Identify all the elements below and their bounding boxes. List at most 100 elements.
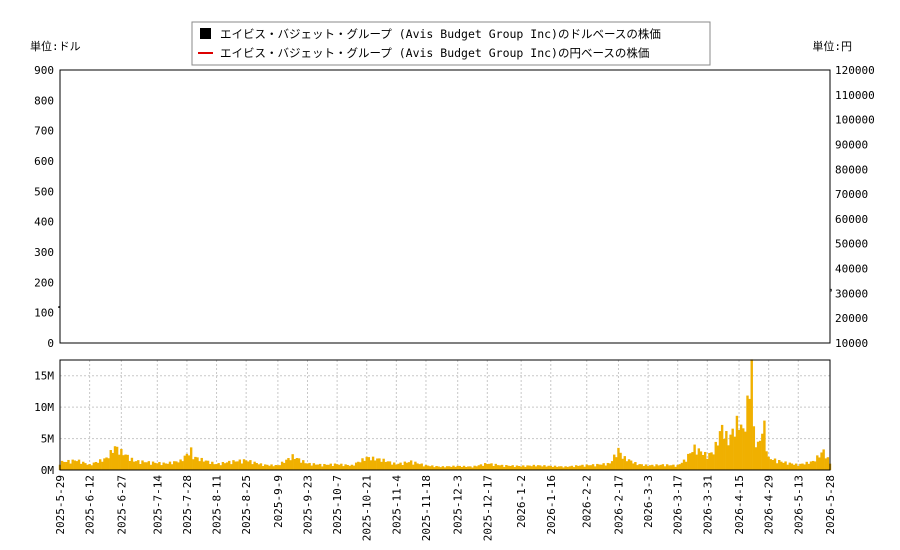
volume-bar — [676, 464, 679, 470]
volume-bar — [179, 459, 182, 470]
volume-bar — [139, 463, 142, 470]
volume-bar — [67, 459, 70, 470]
volume-bar — [166, 463, 170, 470]
volume-bar — [644, 464, 648, 470]
volume-bar — [175, 461, 178, 470]
volume-bar — [295, 458, 299, 470]
volume-bar — [803, 464, 806, 470]
volume-bar — [771, 460, 775, 470]
volume-bar — [733, 436, 737, 470]
x-tick-label: 2026-5-13 — [792, 475, 805, 535]
x-tick-label: 2026-1-2 — [515, 475, 528, 528]
volume-bar — [532, 464, 536, 470]
volume-bar — [293, 458, 297, 470]
volume-bar — [437, 466, 440, 470]
left-tick-label: 0 — [47, 337, 54, 350]
volume-bar — [562, 467, 565, 470]
right-tick-label: 80000 — [835, 163, 868, 176]
right-tick-label: 60000 — [835, 213, 868, 226]
volume-bar — [687, 453, 690, 470]
volume-bar — [65, 461, 68, 470]
volume-bar — [289, 460, 292, 470]
volume-bar — [109, 450, 112, 470]
volume-bar — [122, 455, 125, 470]
volume-bar — [473, 465, 476, 470]
volume-bar — [703, 451, 707, 470]
volume-bar — [340, 463, 343, 470]
volume-bar — [824, 458, 827, 470]
x-tick-label: 2025-10-7 — [331, 475, 344, 535]
volume-bar — [547, 465, 550, 470]
volume-bar — [503, 466, 506, 470]
x-tick-label: 2026-5-28 — [824, 475, 837, 535]
volume-bar — [208, 464, 212, 470]
volume-bar — [659, 464, 662, 470]
volume-bar — [744, 431, 747, 470]
volume-bar — [321, 466, 324, 470]
volume-bar — [335, 464, 339, 470]
volume-bar — [511, 465, 514, 470]
volume-bar — [811, 460, 815, 470]
volume-bar — [412, 464, 415, 470]
volume-bar — [204, 460, 208, 470]
volume-bar — [443, 467, 447, 470]
volume-bar — [249, 460, 252, 470]
volume-bar — [524, 466, 527, 470]
volume-bar — [329, 463, 332, 470]
left-tick-label: 400 — [34, 216, 54, 229]
volume-bar — [665, 464, 669, 470]
volume-bar — [784, 461, 787, 470]
volume-bar — [464, 466, 468, 470]
volume-bar — [274, 464, 277, 470]
volume-bar — [564, 466, 567, 470]
volume-bar — [299, 462, 303, 470]
volume-bar — [799, 463, 802, 470]
volume-bar — [173, 461, 176, 470]
x-tick-label: 2025-6-12 — [84, 475, 97, 535]
volume-bar — [350, 464, 354, 470]
volume-bar — [266, 464, 269, 470]
volume-bar — [445, 466, 449, 470]
volume-bar — [306, 463, 309, 470]
volume-bar — [587, 465, 591, 470]
volume-bar — [769, 459, 772, 470]
volume-bar — [500, 464, 504, 470]
volume-bar — [786, 464, 789, 470]
x-tick-label: 2026-3-31 — [701, 475, 714, 535]
volume-bar — [357, 461, 360, 470]
volume-bar — [729, 434, 732, 470]
volume-bar — [373, 460, 377, 470]
right-axis-unit: 単位:円 — [812, 39, 852, 53]
volume-bar — [149, 464, 153, 470]
volume-bar — [710, 452, 713, 470]
x-tick-label: 2025-7-14 — [151, 475, 164, 535]
right-tick-label: 30000 — [835, 287, 868, 300]
volume-bar — [118, 454, 121, 470]
volume-bar — [367, 457, 371, 470]
volume-bar — [621, 458, 624, 470]
volume-bar — [414, 461, 417, 470]
legend-usd-swatch — [200, 28, 211, 39]
volume-bar — [646, 466, 650, 470]
volume-bar — [342, 466, 345, 470]
volume-bar — [272, 466, 275, 470]
right-tick-label: 100000 — [835, 114, 875, 127]
volume-bar — [558, 466, 561, 470]
volume-bar — [253, 461, 256, 470]
volume-bar — [767, 456, 770, 470]
volume-bar — [494, 463, 497, 470]
volume-bar — [697, 448, 701, 470]
volume-bar — [763, 420, 766, 470]
volume-bar — [84, 463, 87, 470]
volume-bar — [475, 466, 478, 470]
volume-bar — [86, 464, 89, 470]
volume-bar — [236, 461, 239, 470]
volume-bar — [147, 461, 151, 470]
volume-tick-label: 15M — [34, 370, 54, 383]
volume-bar — [655, 464, 658, 470]
volume-bar — [623, 456, 627, 470]
tick-labels: 0 100 200 300 400 500 600 700 800 900 10000 20000 30… — [34, 64, 875, 541]
x-tick-label: 2025-5-29 — [54, 475, 67, 535]
x-tick-label: 2026-3-3 — [642, 475, 655, 528]
volume-bar — [424, 464, 428, 470]
